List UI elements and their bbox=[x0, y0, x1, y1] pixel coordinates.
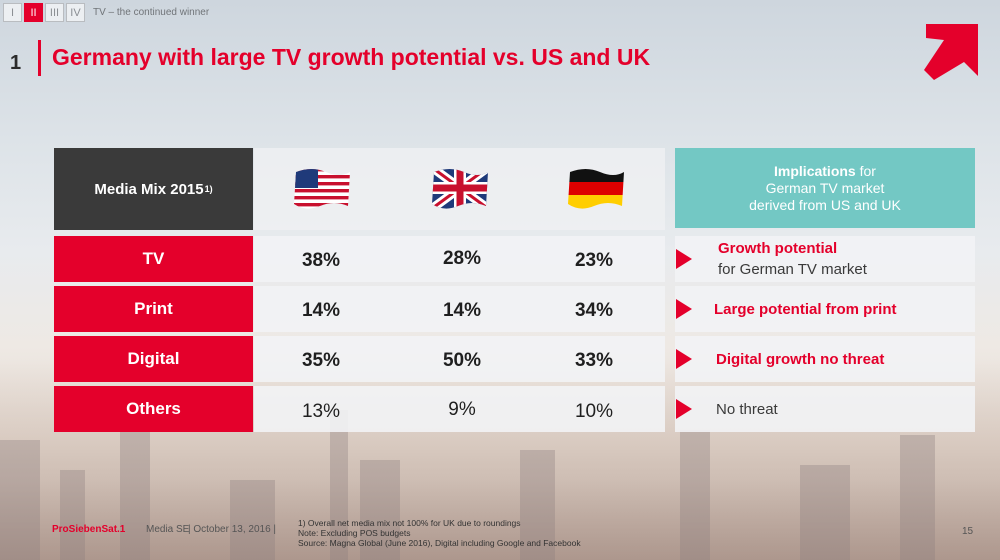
print-impl-red: Large potential from print bbox=[714, 301, 897, 318]
footnote-3: Source: Magna Global (June 2016), Digita… bbox=[298, 538, 581, 548]
tv-impl-red: Growth potential bbox=[718, 240, 838, 257]
nav-tab-3[interactable]: III bbox=[45, 3, 64, 22]
arrow-right-icon bbox=[676, 349, 692, 369]
implications-line2: German TV market bbox=[765, 179, 885, 196]
implications-for: for bbox=[855, 162, 876, 179]
tv-us-value: 38% bbox=[301, 250, 341, 271]
row-values-digital bbox=[254, 336, 665, 382]
others-de-value: 10% bbox=[574, 401, 614, 422]
title-accent-bar bbox=[38, 40, 41, 76]
row-impl-digital bbox=[675, 336, 975, 382]
media-mix-label: Media Mix 2015 bbox=[94, 180, 204, 198]
row-label-others: Others bbox=[54, 386, 253, 432]
print-uk-value: 14% bbox=[442, 300, 482, 321]
row-impl-tv bbox=[675, 236, 975, 282]
footer-brand: ProSiebenSat.1 bbox=[52, 524, 126, 535]
digital-us-value: 35% bbox=[301, 350, 341, 371]
footnotes: 1) Overall net media mix not 100% for UK… bbox=[298, 518, 581, 548]
tv-impl-gray: for German TV market bbox=[718, 261, 867, 278]
implications-header: Implications for German TV market derive… bbox=[675, 148, 975, 228]
row-values-print bbox=[254, 286, 665, 332]
footnote-1: 1) Overall net media mix not 100% for UK… bbox=[298, 518, 521, 528]
tv-de-value: 23% bbox=[574, 250, 614, 271]
arrow-right-icon bbox=[676, 249, 692, 269]
others-us-value: 13% bbox=[301, 401, 341, 422]
others-impl-gray: No threat bbox=[716, 401, 778, 418]
digital-impl-red: Digital growth no threat bbox=[716, 351, 885, 368]
digital-uk-value: 50% bbox=[442, 350, 482, 371]
row-label-digital: Digital bbox=[54, 336, 253, 382]
footnote-ref: 1) bbox=[204, 184, 213, 194]
page-title: Germany with large TV growth potential v… bbox=[52, 44, 651, 70]
row-label-print: Print bbox=[54, 286, 253, 332]
nav-tab-1[interactable]: I bbox=[3, 3, 22, 22]
footer-date: | October 13, 2016 | bbox=[188, 524, 277, 535]
others-uk-value: 9% bbox=[448, 399, 476, 420]
row-values-tv bbox=[254, 236, 665, 282]
print-us-value: 14% bbox=[301, 300, 341, 321]
media-mix-header: Media Mix 2015 1) bbox=[54, 148, 253, 230]
print-de-value: 34% bbox=[574, 300, 614, 321]
row-impl-others bbox=[675, 386, 975, 432]
arrow-right-icon bbox=[676, 299, 692, 319]
row-impl-print bbox=[675, 286, 975, 332]
uk-flag-icon bbox=[432, 169, 488, 209]
prosieben-logo-icon bbox=[924, 24, 978, 80]
nav-tab-4[interactable]: IV bbox=[66, 3, 85, 22]
section-number: 1 bbox=[10, 52, 22, 74]
arrow-right-icon bbox=[676, 399, 692, 419]
germany-flag-icon bbox=[568, 169, 624, 209]
tv-uk-value: 28% bbox=[442, 248, 482, 269]
footnote-2: Note: Excluding POS budgets bbox=[298, 528, 411, 538]
section-nav: I II III IV TV – the continued winner bbox=[3, 3, 209, 22]
row-label-tv: TV bbox=[54, 236, 253, 282]
implications-bold: Implications bbox=[774, 162, 856, 179]
nav-tab-2[interactable]: II bbox=[24, 3, 43, 22]
implications-line3: derived from US and UK bbox=[749, 196, 901, 213]
page-number: 15 bbox=[962, 526, 974, 537]
us-flag-icon bbox=[294, 169, 350, 209]
row-values-others bbox=[254, 386, 665, 432]
section-title: TV – the continued winner bbox=[93, 7, 210, 18]
digital-de-value: 33% bbox=[574, 350, 614, 371]
footer-brand-suffix: Media SE bbox=[146, 524, 190, 535]
